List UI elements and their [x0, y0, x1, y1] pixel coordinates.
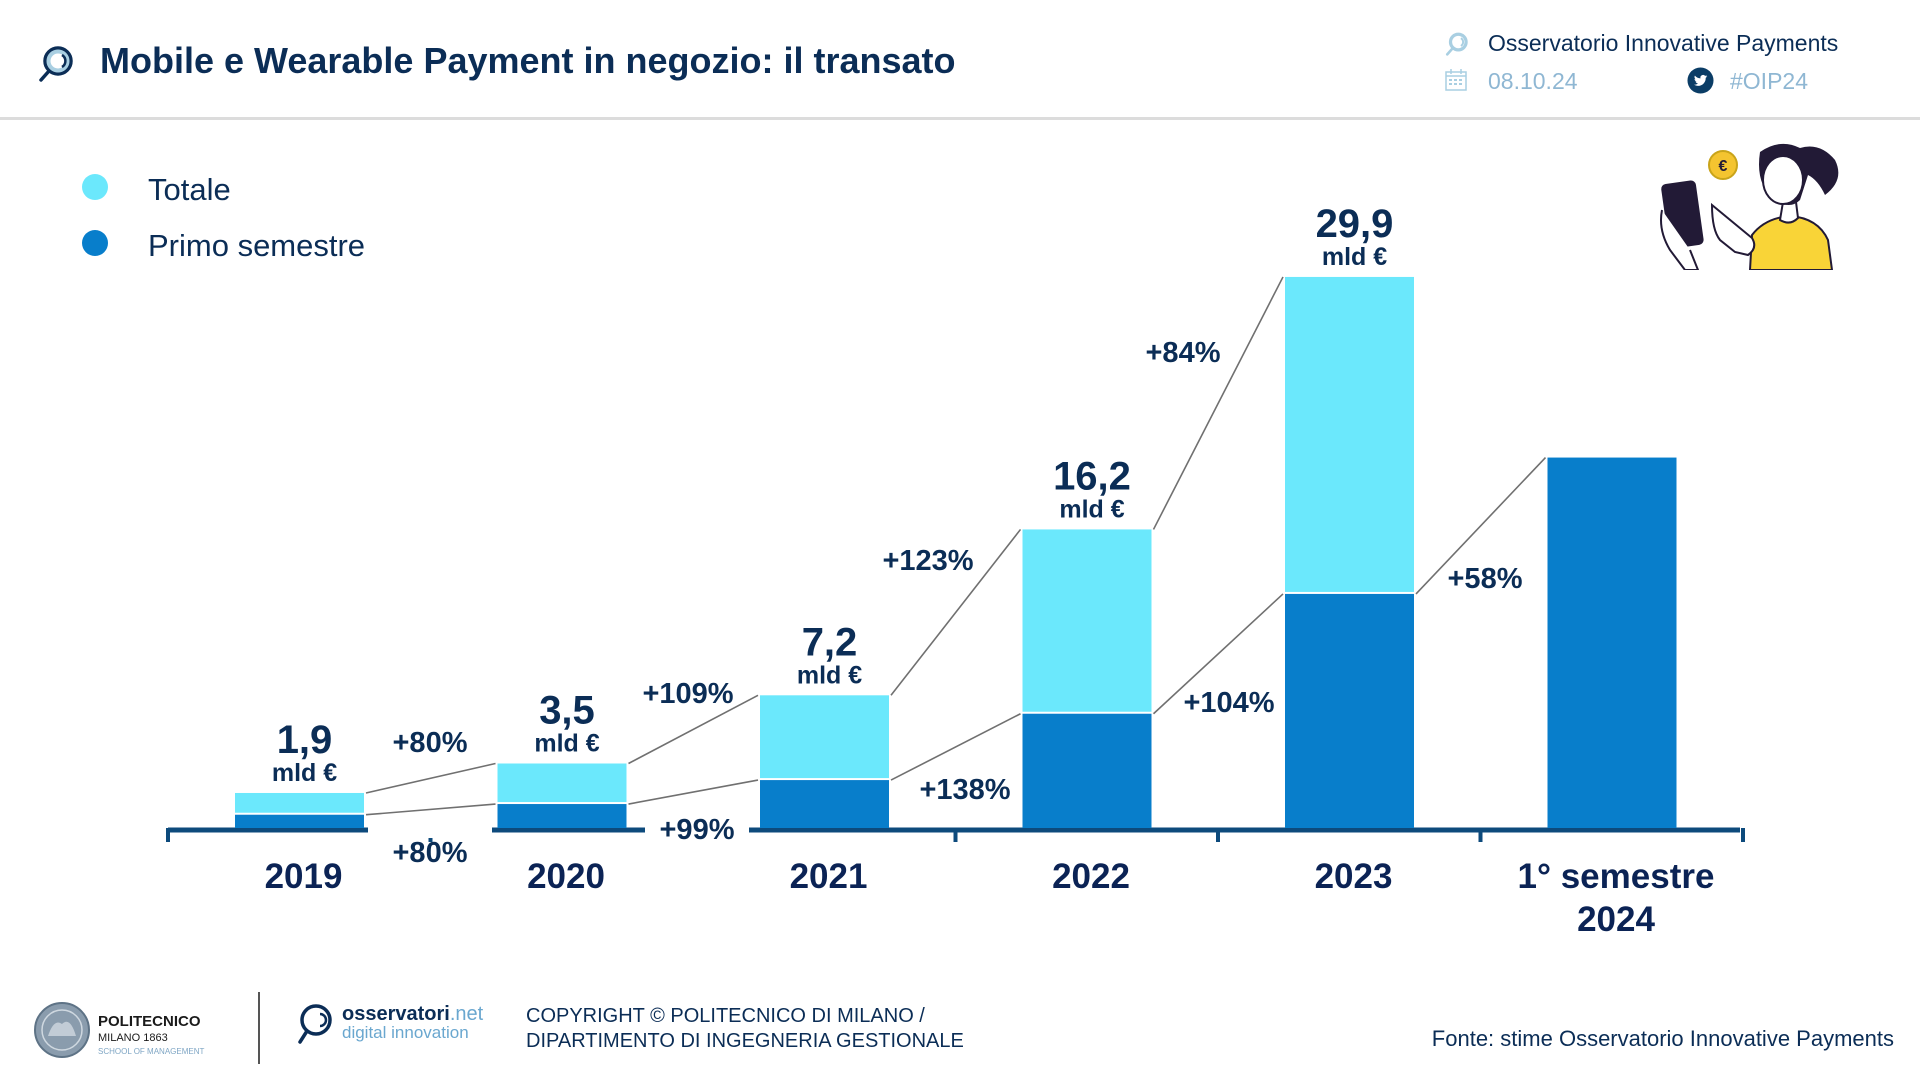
calendar-icon	[1445, 69, 1467, 91]
growth-connectors	[365, 276, 1547, 816]
value-label-unit: mld €	[1059, 495, 1124, 523]
bar-totale	[235, 792, 364, 813]
bar-primo-semestre	[1547, 457, 1677, 828]
x-tick-label: 2021	[790, 857, 868, 896]
x-tick-label: 1° semestre	[1518, 857, 1715, 896]
osservatori-tld: .net	[450, 1003, 484, 1025]
x-tick-label: 2019	[265, 857, 343, 896]
axis-gap	[368, 824, 492, 838]
growth-connector-totale	[1152, 276, 1284, 530]
bars	[235, 276, 1677, 828]
bar-totale	[1285, 276, 1414, 592]
value-label-number: 7,2	[802, 620, 858, 664]
svg-text:€: €	[1719, 158, 1728, 175]
growth-connector-primo-semestre	[365, 803, 496, 816]
politecnico-logo: POLITECNICO MILANO 1863 SCHOOL OF MANAGE…	[34, 1002, 204, 1058]
page-title: Mobile e Wearable Payment in negozio: il…	[100, 40, 956, 81]
polimi-school: SCHOOL OF MANAGEMENT	[98, 1047, 204, 1056]
twitter-icon[interactable]	[1687, 67, 1714, 94]
osservatori-name: osservatori	[342, 1003, 450, 1025]
legend-label: Totale	[148, 172, 231, 207]
growth-connector-totale	[890, 528, 1022, 696]
osservatori-tagline: digital innovation	[342, 1023, 469, 1042]
bar-primo-semestre	[235, 814, 364, 828]
growth-label-primo-semestre: +80%	[393, 837, 468, 869]
hashtag-link[interactable]: #OIP24	[1730, 68, 1808, 94]
value-label-number: 16,2	[1053, 454, 1131, 498]
magnifier-logo-icon	[1445, 32, 1468, 56]
growth-label-totale: +84%	[1146, 337, 1221, 369]
x-tick-label: 2020	[527, 857, 605, 896]
svg-text:osservatori.net: osservatori.net	[342, 1003, 484, 1025]
woman-paying-with-smartphone-illustration: €	[1660, 143, 1839, 270]
growth-connector-totale	[365, 762, 496, 794]
value-label-number: 1,9	[277, 718, 333, 762]
copyright-notice: COPYRIGHT © POLITECNICO DI MILANO / DIPA…	[526, 1004, 964, 1054]
growth-label-totale: +80%	[393, 727, 468, 759]
bar-totale	[1022, 529, 1152, 712]
value-label-unit: mld €	[797, 661, 862, 689]
growth-label-primo-semestre: +104%	[1183, 687, 1274, 719]
value-label-number: 3,5	[539, 688, 595, 732]
x-tick-label: 2024	[1577, 900, 1655, 939]
bar-totale	[760, 695, 889, 779]
polimi-name: POLITECNICO	[98, 1013, 201, 1030]
legend-swatch-totale	[82, 174, 108, 200]
bar-primo-semestre	[1285, 593, 1414, 828]
header-meta: Osservatorio Innovative Payments 08.10.2…	[1440, 28, 1900, 100]
bar-totale	[497, 763, 627, 803]
observatory-name: Osservatorio Innovative Payments	[1488, 30, 1839, 56]
data-source: Fonte: stime Osservatorio Innovative Pay…	[1431, 1026, 1894, 1051]
growth-label-primo-semestre: +138%	[919, 774, 1010, 806]
slide-header: Mobile e Wearable Payment in negozio: il…	[0, 0, 1920, 120]
bar-primo-semestre	[497, 804, 627, 828]
growth-connector-primo-semestre	[890, 713, 1021, 781]
value-label-unit: mld €	[272, 759, 337, 787]
growth-label-totale: +123%	[882, 545, 973, 577]
bar-primo-semestre	[1022, 713, 1152, 828]
value-label-unit: mld €	[1322, 243, 1387, 271]
copyright-line-2: DIPARTIMENTO DI INGEGNERIA GESTIONALE	[526, 1030, 964, 1052]
growth-connector-primo-semestre	[1152, 593, 1284, 715]
legend-swatch-primo-semestre	[82, 230, 108, 256]
growth-label-primo-semestre: +58%	[1448, 563, 1523, 595]
value-label-number: 29,9	[1316, 202, 1394, 246]
value-label-unit: mld €	[534, 729, 599, 757]
growth-connector-primo-semestre	[1415, 457, 1547, 595]
polimi-sub: MILANO 1863	[98, 1032, 168, 1044]
growth-label-primo-semestre: +99%	[660, 814, 735, 846]
x-tick-label: 2022	[1052, 857, 1130, 896]
bar-primo-semestre	[760, 780, 889, 828]
growth-label-background	[645, 811, 749, 847]
x-tick-label: 2023	[1315, 857, 1393, 896]
legend-label: Primo semestre	[148, 228, 366, 263]
growth-connector-primo-semestre	[628, 779, 759, 805]
presentation-date: 08.10.24	[1488, 68, 1578, 94]
magnifier-logo-icon	[39, 46, 73, 82]
growth-connector-totale	[628, 694, 759, 765]
osservatori-logo: osservatori.net digital innovation	[298, 1003, 484, 1044]
copyright-line-1: COPYRIGHT © POLITECNICO DI MILANO /	[526, 1005, 925, 1027]
footer-divider	[258, 992, 260, 1064]
growth-label-totale: +109%	[642, 678, 733, 710]
